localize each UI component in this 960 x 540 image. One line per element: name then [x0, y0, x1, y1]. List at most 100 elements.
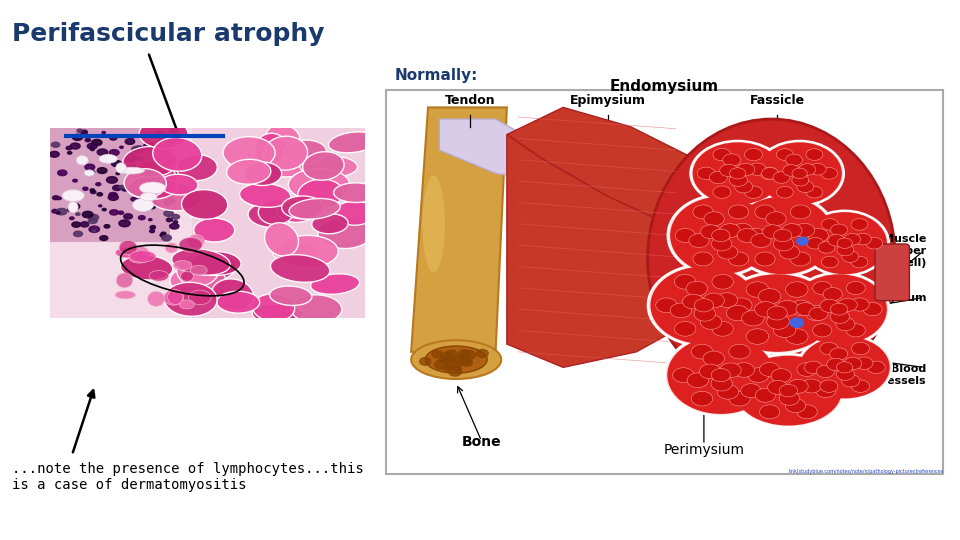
- Ellipse shape: [188, 234, 204, 247]
- Circle shape: [813, 281, 832, 295]
- Text: Tendon: Tendon: [444, 94, 495, 107]
- Circle shape: [673, 368, 694, 382]
- Ellipse shape: [115, 247, 144, 258]
- Circle shape: [138, 157, 145, 161]
- Circle shape: [846, 324, 865, 337]
- Ellipse shape: [68, 202, 78, 213]
- Circle shape: [159, 183, 165, 186]
- Circle shape: [104, 225, 109, 228]
- Circle shape: [785, 154, 803, 166]
- Circle shape: [131, 189, 134, 191]
- Circle shape: [737, 163, 755, 176]
- Circle shape: [818, 241, 835, 253]
- Ellipse shape: [120, 255, 173, 280]
- Circle shape: [713, 148, 731, 161]
- Circle shape: [711, 376, 732, 391]
- Circle shape: [792, 174, 808, 186]
- Circle shape: [760, 167, 779, 180]
- Ellipse shape: [732, 197, 833, 274]
- Circle shape: [741, 383, 761, 397]
- Circle shape: [150, 230, 155, 233]
- Ellipse shape: [254, 144, 317, 177]
- Ellipse shape: [265, 222, 299, 256]
- Circle shape: [135, 148, 139, 151]
- Circle shape: [830, 310, 850, 323]
- Ellipse shape: [289, 198, 340, 219]
- Ellipse shape: [118, 167, 145, 174]
- Circle shape: [166, 218, 173, 222]
- Text: Perifascicular atrophy: Perifascicular atrophy: [12, 22, 324, 46]
- Circle shape: [162, 163, 169, 166]
- Circle shape: [691, 344, 712, 359]
- Circle shape: [111, 160, 122, 167]
- Circle shape: [168, 158, 179, 165]
- Ellipse shape: [177, 254, 219, 286]
- Circle shape: [837, 244, 853, 256]
- Ellipse shape: [194, 218, 235, 242]
- Circle shape: [788, 379, 808, 393]
- Circle shape: [780, 384, 798, 397]
- Ellipse shape: [188, 290, 211, 305]
- Text: Endomysium: Endomysium: [610, 79, 719, 94]
- Circle shape: [732, 224, 753, 237]
- Circle shape: [125, 139, 134, 144]
- Ellipse shape: [732, 354, 845, 427]
- Ellipse shape: [165, 243, 178, 253]
- Ellipse shape: [116, 163, 127, 173]
- Circle shape: [689, 234, 709, 247]
- Ellipse shape: [333, 183, 378, 202]
- Circle shape: [759, 362, 780, 376]
- Ellipse shape: [126, 246, 139, 256]
- Circle shape: [440, 357, 446, 362]
- Circle shape: [846, 281, 865, 295]
- Circle shape: [160, 234, 165, 237]
- Ellipse shape: [263, 136, 307, 170]
- Circle shape: [773, 172, 790, 183]
- Circle shape: [720, 164, 738, 177]
- Circle shape: [805, 305, 828, 321]
- Circle shape: [109, 210, 118, 215]
- Circle shape: [675, 228, 695, 242]
- Ellipse shape: [273, 242, 321, 265]
- Ellipse shape: [328, 132, 377, 153]
- Circle shape: [693, 252, 713, 266]
- Ellipse shape: [276, 200, 316, 222]
- Ellipse shape: [318, 217, 372, 248]
- Circle shape: [444, 366, 451, 371]
- Circle shape: [762, 225, 782, 239]
- Ellipse shape: [240, 184, 291, 207]
- Ellipse shape: [248, 202, 293, 227]
- Circle shape: [756, 388, 776, 402]
- Circle shape: [131, 197, 137, 201]
- Ellipse shape: [791, 274, 887, 344]
- Circle shape: [108, 192, 117, 197]
- Circle shape: [161, 235, 172, 241]
- Circle shape: [73, 179, 78, 182]
- Circle shape: [120, 146, 123, 148]
- Circle shape: [729, 392, 750, 406]
- Circle shape: [67, 208, 73, 212]
- Polygon shape: [50, 128, 170, 242]
- Circle shape: [830, 303, 848, 315]
- Ellipse shape: [258, 199, 294, 225]
- Circle shape: [842, 251, 859, 262]
- Ellipse shape: [422, 176, 444, 272]
- Circle shape: [163, 149, 172, 154]
- Circle shape: [90, 146, 94, 148]
- Circle shape: [119, 185, 124, 188]
- Circle shape: [711, 237, 732, 251]
- Circle shape: [52, 210, 58, 213]
- Circle shape: [686, 281, 708, 296]
- Ellipse shape: [271, 255, 330, 282]
- Circle shape: [844, 233, 861, 245]
- Ellipse shape: [172, 249, 230, 275]
- Ellipse shape: [99, 154, 117, 163]
- Circle shape: [820, 380, 838, 393]
- Text: Blood
Vessels: Blood Vessels: [879, 364, 926, 386]
- Ellipse shape: [227, 159, 271, 184]
- Circle shape: [138, 215, 145, 220]
- Circle shape: [820, 299, 839, 313]
- Circle shape: [138, 186, 144, 190]
- Circle shape: [70, 217, 74, 220]
- Circle shape: [156, 158, 160, 160]
